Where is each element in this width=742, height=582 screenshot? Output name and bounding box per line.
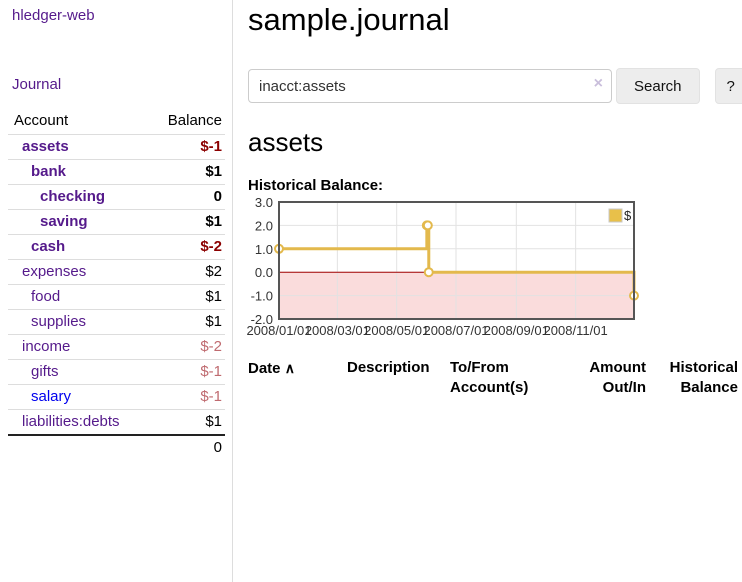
x-tick-label: 2008/07/01 (423, 323, 488, 338)
accounts-header-account: Account (14, 112, 69, 129)
sidebar: hledger-web Journal Account Balance asse… (0, 0, 233, 582)
search-input[interactable] (248, 69, 612, 103)
data-point-marker (422, 220, 433, 231)
x-tick-label: 2008/05/01 (364, 323, 429, 338)
account-link-food[interactable]: food (31, 288, 61, 305)
register-header-amount: Amount Out/In (589, 359, 646, 396)
account-row: supplies $1 (8, 309, 225, 335)
accounts-header-balance: Balance (167, 112, 222, 129)
account-link-expenses[interactable]: expenses (22, 263, 87, 280)
page-title: sample.journal (248, 2, 450, 37)
account-row: expenses $2 (8, 259, 225, 285)
accounts-total-row: 0 (8, 435, 225, 460)
x-tick-label: 2008/03/01 (305, 323, 370, 338)
account-row: checking 0 (8, 184, 225, 210)
account-balance: 0 (213, 188, 222, 205)
x-tick-label: 2008/09/01 (484, 323, 549, 338)
chart-title: Historical Balance: (248, 177, 384, 194)
register-table: Date ∧ Description To/From Account(s) Am… (248, 356, 738, 400)
account-row: income $-2 (8, 334, 225, 360)
historical-balance-chart: 3.0 2.0 1.0 0.0 -1.0 -2.02008/01/012008/03/01… (246, 195, 639, 338)
account-title: assets (248, 127, 324, 157)
legend-swatch (608, 208, 623, 223)
account-link-salary[interactable]: salary (31, 388, 72, 405)
register-table-header: Date ∧ Description To/From Account(s) Am… (248, 356, 738, 400)
account-row: food $1 (8, 284, 225, 310)
app-brand-link[interactable]: hledger-web (12, 7, 95, 24)
account-balance: $2 (205, 263, 222, 280)
sort-by-date-button[interactable]: Date ∧ (248, 360, 295, 377)
accounts-table-header: Account Balance (8, 109, 225, 135)
sort-asc-icon: ∧ (284, 360, 295, 376)
account-row: cash $-2 (8, 234, 225, 260)
account-row: gifts $-1 (8, 359, 225, 385)
account-balance: $1 (205, 313, 222, 330)
account-balance: $-1 (200, 388, 222, 405)
x-tick-label: 2008/11/01 (544, 323, 608, 338)
account-link-income[interactable]: income (22, 338, 71, 355)
register-header-date: Date (248, 360, 281, 377)
main-content: sample.journal × Search ? assets Histori… (246, 0, 742, 400)
y-tick-label: -2.0 (251, 312, 273, 327)
account-link-bank[interactable]: bank (31, 163, 67, 180)
register-header-accounts: To/From Account(s) (450, 359, 529, 396)
account-row: assets $-1 (8, 134, 225, 160)
y-tick-label: 2.0 (255, 218, 273, 233)
account-link-assets[interactable]: assets (22, 138, 69, 155)
account-row: salary $-1 (8, 384, 225, 410)
search-button[interactable]: Search (616, 68, 700, 104)
register-header-balance: Historical Balance (669, 359, 738, 396)
data-point-marker (423, 267, 434, 278)
register-header-description: Description (347, 359, 430, 376)
account-balance: $1 (205, 163, 222, 180)
y-tick-label: -1.0 (251, 289, 273, 304)
search-form: × Search ? (248, 68, 742, 104)
account-link-liabilities-debts[interactable]: liabilities:debts (22, 413, 120, 430)
account-link-saving[interactable]: saving (40, 213, 88, 230)
plot-border (278, 201, 635, 320)
account-row: liabilities:debts $1 (8, 409, 225, 436)
account-row: saving $1 (8, 209, 225, 235)
account-link-supplies[interactable]: supplies (31, 313, 87, 330)
account-balance: $1 (205, 213, 222, 230)
legend-label: $ (624, 208, 632, 223)
help-button[interactable]: ? (714, 68, 742, 104)
account-row: bank $1 (8, 159, 225, 185)
account-balance: $1 (205, 288, 222, 305)
account-link-gifts[interactable]: gifts (31, 363, 59, 380)
account-balance: $-1 (200, 363, 222, 380)
account-link-checking[interactable]: checking (40, 188, 106, 205)
y-tick-label: 3.0 (255, 195, 273, 210)
clear-search-icon[interactable]: × (593, 75, 603, 92)
account-balance: $1 (205, 413, 222, 430)
account-balance: $-2 (200, 338, 222, 355)
accounts-total-balance: 0 (213, 439, 222, 456)
accounts-table: Account Balance assets $-1 bank $1 checking 0… (8, 109, 225, 460)
account-link-cash[interactable]: cash (31, 238, 66, 255)
y-tick-label: 1.0 (255, 242, 273, 257)
sidebar-item-journal[interactable]: Journal (12, 76, 62, 93)
x-tick-label: 2008/01/01 (246, 323, 311, 338)
account-balance: $-1 (200, 138, 222, 155)
account-balance: $-2 (200, 238, 222, 255)
y-tick-label: 0.0 (255, 265, 273, 280)
